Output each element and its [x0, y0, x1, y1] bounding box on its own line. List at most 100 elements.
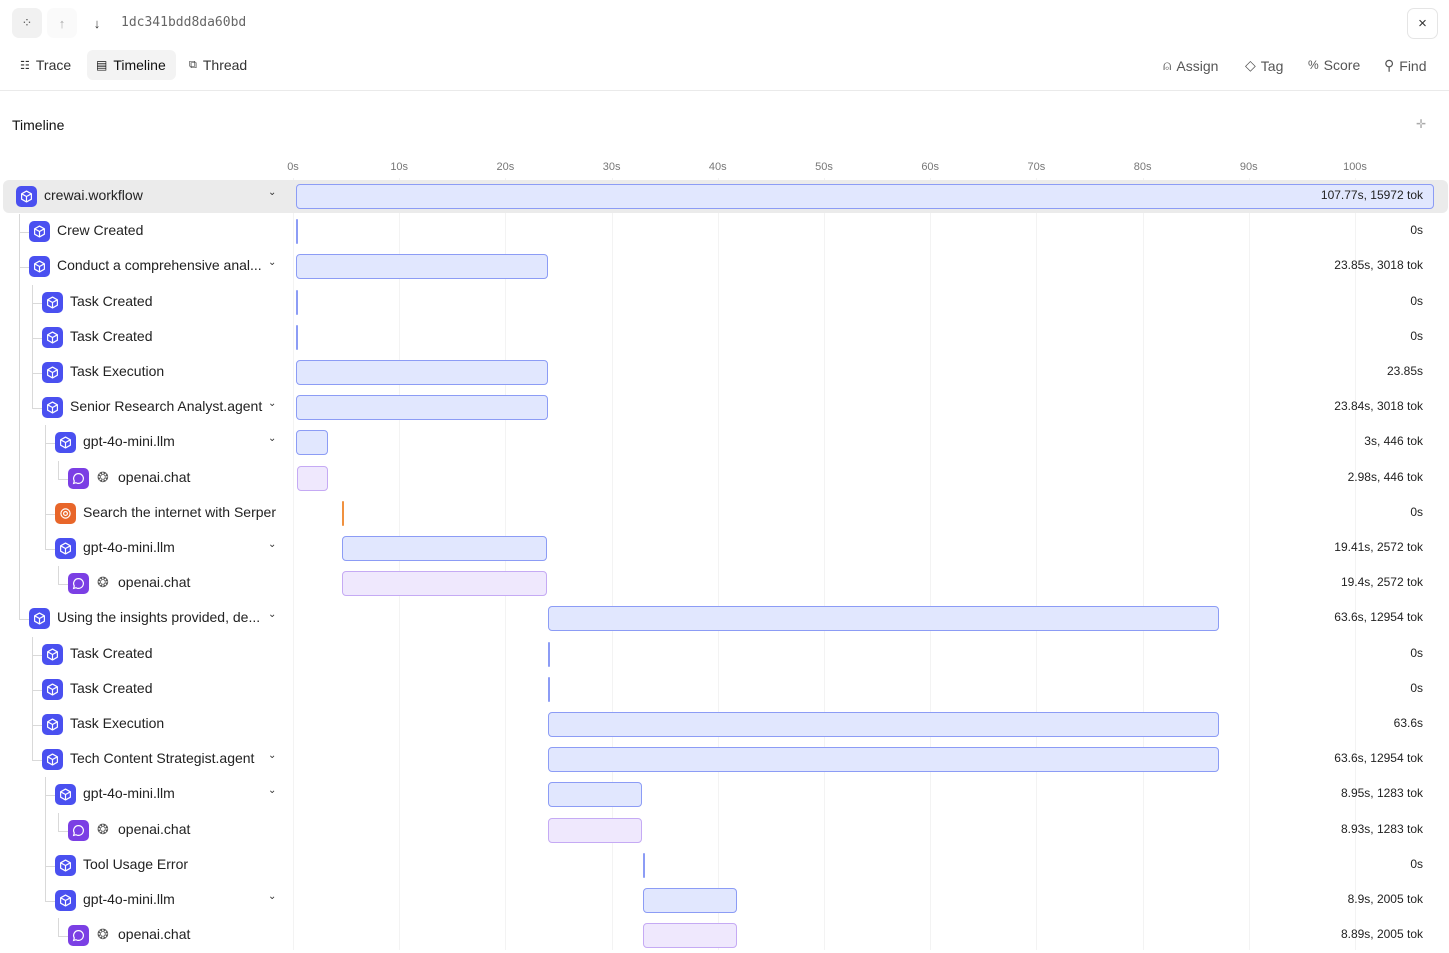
messages-icon: ⧉ [189, 58, 197, 71]
next-trace-button[interactable]: ↓ [82, 8, 112, 38]
tab-trace[interactable]: ☷ Trace [11, 50, 80, 80]
span-bar[interactable] [547, 712, 1220, 737]
tree-line [19, 355, 20, 391]
span-row[interactable]: Task Created 0s [0, 636, 1449, 673]
tree-line [58, 584, 68, 586]
tree-line [32, 689, 42, 691]
gridline [1355, 178, 1356, 950]
user-icon: ⍝ [1163, 57, 1172, 73]
tree-line [19, 460, 20, 497]
tick-label: 20s [496, 161, 515, 173]
span-row[interactable]: gpt-4o-mini.llm ⌄ 3s, 446 tok [0, 425, 1449, 462]
action-label: Assign [1176, 57, 1219, 74]
span-row[interactable]: Senior Research Analyst.agent ⌄ 23.84s, 30… [0, 390, 1449, 427]
span-bar-instant[interactable] [547, 641, 550, 667]
span-row[interactable]: crewai.workflow ⌄ 107.77s, 15972 tok [0, 179, 1449, 214]
tick-label: 40s [708, 161, 727, 173]
span-bar[interactable] [296, 430, 328, 456]
chevron-down-icon[interactable]: ⌄ [268, 187, 277, 198]
span-bar[interactable] [643, 923, 738, 949]
span-bar-instant[interactable] [342, 500, 345, 526]
span-row[interactable]: Task Created 0s [0, 671, 1449, 708]
cube-icon [42, 643, 63, 665]
span-bar-instant[interactable] [643, 852, 646, 878]
tab-thread[interactable]: ⧉ Thread [180, 50, 256, 80]
span-bar-instant[interactable] [296, 324, 298, 350]
span-row[interactable]: Using the insights provided, de... ⌄ 63.6s… [0, 601, 1449, 636]
span-row[interactable]: Search the internet with Serper 0s [0, 495, 1449, 532]
assign-button[interactable]: ⍝ Assign [1163, 57, 1218, 74]
span-bar[interactable] [342, 536, 548, 561]
tree-line [32, 408, 42, 410]
tree-line [58, 812, 59, 831]
tree-line [19, 232, 29, 234]
chevron-down-icon[interactable]: ⌄ [268, 539, 277, 550]
span-bar[interactable] [547, 817, 643, 843]
tick-label: 90s [1239, 161, 1258, 173]
tree-line [32, 725, 42, 726]
span-row[interactable]: ❂ openai.chat 19.4s, 2572 tok [0, 566, 1449, 603]
span-bar[interactable] [296, 254, 548, 280]
span-row[interactable]: Tech Content Strategist.agent ⌄ 63.6s, 129… [0, 742, 1449, 777]
openai-logo-icon: ❂ [97, 468, 109, 485]
tree-line [32, 337, 42, 339]
span-row[interactable]: ❂ openai.chat 2.98s, 446 tok [0, 460, 1449, 497]
span-row[interactable]: ❂ openai.chat 8.89s, 2005 tok [0, 918, 1449, 953]
previous-trace-button[interactable]: ↑ [47, 8, 77, 38]
span-row[interactable]: gpt-4o-mini.llm ⌄ 8.9s, 2005 tok [0, 883, 1449, 918]
span-bar[interactable] [296, 184, 1435, 209]
span-bar-instant[interactable] [296, 219, 298, 245]
span-row[interactable]: gpt-4o-mini.llm ⌄ 19.41s, 2572 tok [0, 531, 1449, 567]
span-bar[interactable] [547, 782, 643, 808]
chevron-down-icon[interactable]: ⌄ [268, 609, 277, 621]
span-row[interactable]: Task Created 0s [0, 284, 1449, 321]
chevron-down-icon[interactable]: ⌄ [268, 750, 277, 762]
span-row[interactable]: Crew Created 0s [0, 214, 1449, 251]
span-row[interactable]: Conduct a comprehensive anal... ⌄ 23.85s, … [0, 249, 1449, 286]
close-button[interactable]: × [1407, 8, 1438, 39]
gridline [611, 178, 613, 950]
tick-label: 0s [287, 161, 299, 173]
score-button[interactable]: % Score [1308, 57, 1360, 73]
span-bar-instant[interactable] [296, 289, 298, 315]
gridline [399, 178, 401, 950]
span-bar[interactable] [643, 888, 738, 913]
span-name: openai.chat [118, 468, 191, 485]
find-button[interactable]: ⚲ Find [1384, 57, 1427, 74]
chevron-down-icon[interactable]: ⌄ [268, 257, 277, 269]
chevron-down-icon[interactable]: ⌄ [268, 785, 277, 797]
cube-icon [55, 538, 76, 559]
span-bar[interactable] [342, 571, 548, 597]
collapse-button[interactable]: ⁘ [12, 8, 42, 38]
span-row[interactable]: Tool Usage Error 0s [0, 847, 1449, 884]
span-name: Using the insights provided, de... [57, 609, 261, 626]
span-bar[interactable] [547, 606, 1220, 632]
span-name: crewai.workflow [44, 187, 143, 203]
span-row[interactable]: gpt-4o-mini.llm ⌄ 8.95s, 1283 tok [0, 777, 1449, 814]
chevron-down-icon[interactable]: ⌄ [268, 891, 277, 902]
tree-line [19, 566, 20, 603]
span-bar[interactable] [296, 360, 548, 385]
span-bar[interactable] [296, 465, 328, 491]
span-bar[interactable] [296, 395, 548, 421]
chevron-down-icon[interactable]: ⌄ [268, 433, 277, 445]
span-bar[interactable] [547, 747, 1220, 773]
cube-icon [55, 432, 76, 454]
tag-button[interactable]: ◇ Tag [1245, 57, 1283, 74]
zoom-fit-icon[interactable]: ✛ [1416, 117, 1427, 131]
tree-line [32, 373, 42, 374]
chevron-down-icon[interactable]: ⌄ [268, 398, 277, 410]
span-name: Search the internet with Serper [83, 503, 276, 520]
tool-icon [55, 502, 76, 524]
span-duration-tokens: 0s [1410, 504, 1423, 519]
span-row[interactable]: ❂ openai.chat 8.93s, 1283 tok [0, 812, 1449, 849]
span-row[interactable]: Task Created 0s [0, 319, 1449, 356]
tab-timeline[interactable]: ▤ Timeline [87, 50, 176, 80]
timeline-icon: ▤ [96, 58, 108, 72]
tick-label: 10s [390, 161, 409, 173]
span-bar-instant[interactable] [547, 676, 550, 702]
openai-logo-icon: ❂ [97, 820, 109, 837]
span-name: Task Created [70, 679, 153, 696]
span-row[interactable]: Task Execution 63.6s [0, 707, 1449, 743]
span-row[interactable]: Task Execution 23.85s [0, 355, 1449, 391]
